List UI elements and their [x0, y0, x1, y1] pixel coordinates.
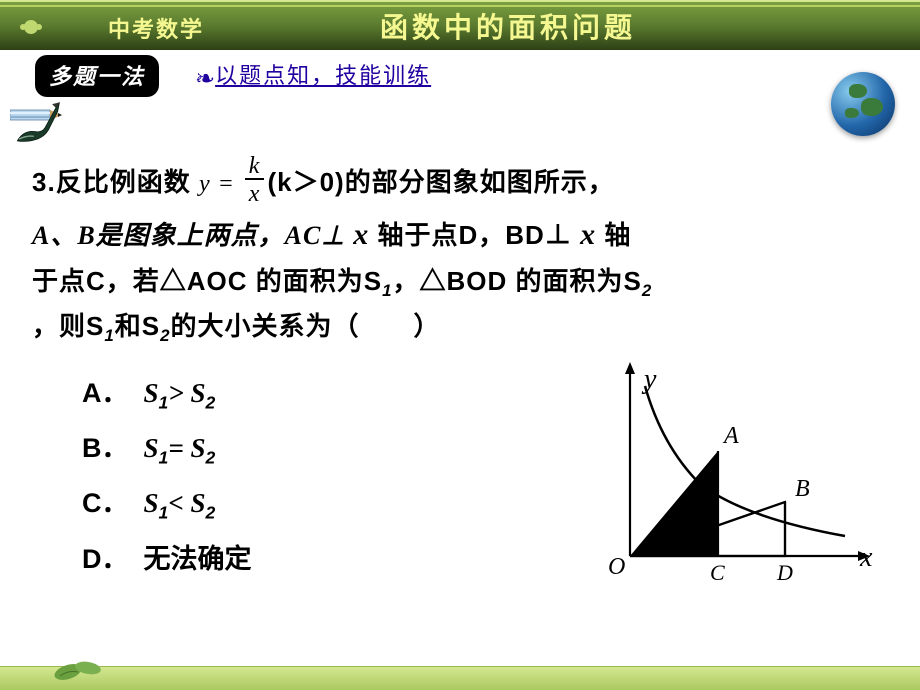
opt-b-op: = S	[168, 433, 205, 463]
eq-y: y	[199, 171, 211, 197]
opt-a-s1: S	[144, 378, 159, 408]
bullet-icon	[24, 20, 38, 34]
eq-num: k	[245, 154, 265, 178]
s2-sub2: 2	[160, 326, 170, 345]
var-x1: x	[353, 218, 369, 251]
ribbon-text: 多题一法	[49, 64, 145, 89]
s1-sub: 1	[382, 281, 392, 300]
s2-sub: 2	[642, 281, 652, 300]
opt-c-label: C．	[82, 488, 129, 518]
pen-hand-icon	[10, 95, 65, 150]
subtitle-text: 以题点知，技能训练	[215, 63, 431, 88]
var-x2: x	[580, 218, 596, 251]
opt-c-sub1: 1	[159, 503, 169, 523]
slide-header: 中考数学 函数中的面积问题	[0, 0, 920, 50]
opt-c-op: < S	[168, 488, 205, 518]
function-graph: y x O A B C D	[590, 356, 880, 596]
flourish-icon: ❧	[195, 65, 215, 92]
problem-p1: 反比例函数	[56, 167, 191, 197]
s1-sub2: 1	[104, 326, 114, 345]
opt-d-text: 无法确定	[144, 544, 252, 574]
opt-b-s1: S	[144, 433, 159, 463]
opt-c-s1: S	[144, 488, 159, 518]
header-title: 函数中的面积问题	[380, 6, 636, 46]
svg-text:C: C	[710, 560, 725, 585]
eq-den: x	[245, 178, 265, 206]
l2b: 轴于点D，BD⊥	[378, 220, 572, 250]
svg-text:x: x	[859, 542, 873, 573]
opt-b-label: B．	[82, 433, 129, 463]
globe-icon	[831, 72, 895, 136]
slide-footer	[0, 666, 920, 690]
subtitle-block: ❧以题点知，技能训练	[195, 58, 431, 93]
opt-b-sub2: 2	[205, 447, 215, 467]
l4b: 和S	[115, 311, 160, 341]
svg-text:y: y	[641, 364, 657, 395]
opt-a-sub2: 2	[205, 392, 215, 412]
problem-text: 3.反比例函数 y = kx(k＞0)的部分图象如图所示， A、B是图象上两点，…	[32, 158, 892, 350]
problem-p2: (k＞0)的部分图象如图所示，	[267, 167, 614, 197]
opt-d-label: D．	[82, 544, 129, 574]
leaf-icon	[50, 652, 110, 682]
l4a: ，则S	[32, 311, 104, 341]
l3b: ，△BOD 的面积为S	[393, 266, 642, 296]
eq-fraction: kx	[245, 154, 265, 206]
svg-text:B: B	[795, 476, 810, 502]
svg-text:A: A	[722, 423, 739, 449]
l2c: 轴	[604, 220, 631, 250]
ribbon-badge: 多题一法	[35, 55, 159, 97]
eq-eq: =	[211, 171, 242, 197]
opt-c-sub2: 2	[205, 503, 215, 523]
opt-a-sub1: 1	[159, 392, 169, 412]
svg-text:D: D	[776, 560, 793, 585]
l2a: A、B是图象上两点，AC⊥	[32, 221, 345, 250]
l4c: 的大小关系为（ ）	[171, 311, 441, 341]
problem-num: 3.	[32, 167, 56, 197]
l3a: 于点C，若△AOC 的面积为S	[32, 266, 382, 296]
svg-text:O: O	[608, 554, 625, 580]
opt-a-label: A．	[82, 378, 129, 408]
opt-a-op: > S	[168, 378, 205, 408]
header-subject: 中考数学	[108, 12, 204, 44]
opt-b-sub1: 1	[159, 447, 169, 467]
